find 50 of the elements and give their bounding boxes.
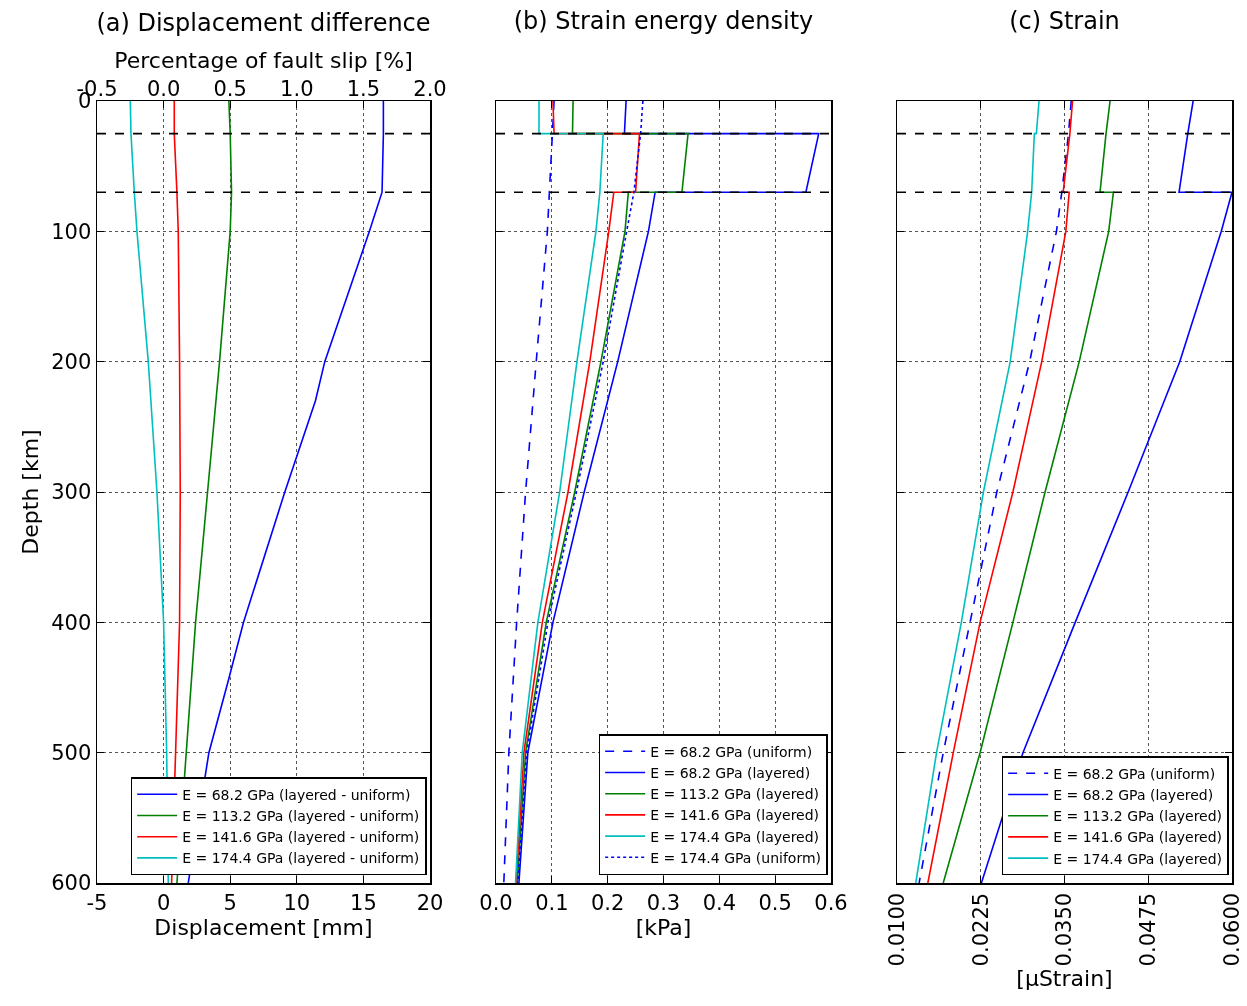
legend-label: E = 174.4 GPa (layered) (650, 828, 820, 845)
legend-label: E = 68.2 GPa (layered) (1053, 786, 1214, 803)
x-tick-label: 10 (283, 890, 311, 915)
x2-tick-label: 2.0 (413, 76, 447, 101)
legend-label: E = 68.2 GPa (uniform) (650, 743, 813, 760)
legend-label: E = 174.4 GPa (layered) (1053, 850, 1223, 867)
x-tick-label: 20 (416, 890, 444, 915)
x2-tick-label: 1.0 (280, 76, 314, 101)
legend-label: E = 141.6 GPa (layered) (650, 807, 820, 824)
x2-tick-label: 1.5 (346, 76, 381, 101)
legend-label: E = 68.2 GPa (layered - uniform) (182, 786, 411, 803)
x2-tick-label: 0.0 (146, 76, 181, 101)
x-axis-title: Displacement [mm] (154, 914, 373, 940)
legend-label: E = 174.4 GPa (layered - uniform) (182, 850, 420, 867)
x-axis-title: [μStrain] (1016, 966, 1113, 992)
legend-label: E = 113.2 GPa (layered - uniform) (182, 807, 420, 824)
x-tick-label: 0.2 (590, 890, 625, 915)
x-tick-label: 5 (223, 890, 237, 915)
y-axis-title: Depth [km] (18, 429, 44, 555)
x-tick-label: 0 (156, 890, 171, 915)
legend-label: E = 113.2 GPa (layered) (1053, 808, 1223, 825)
x-tick-label: 0.0100 (884, 892, 909, 967)
legend-label: E = 113.2 GPa (layered) (650, 786, 820, 803)
legend-label: E = 141.6 GPa (layered) (1053, 829, 1223, 846)
chart-title: (c) Strain (1009, 6, 1120, 35)
x-tick-label: 0.4 (702, 890, 737, 915)
x-tick-label: 0.0225 (968, 892, 993, 967)
x-tick-label: 0.1 (535, 890, 569, 915)
x-tick-label: 0.5 (758, 890, 792, 915)
x-tick-label: 0.0 (479, 890, 513, 915)
y-tick-label: 300 (51, 480, 92, 505)
legend-label: E = 174.4 GPa (uniform) (650, 849, 822, 866)
chart-title: (a) Displacement difference (96, 8, 431, 37)
x-tick-label: 0.0475 (1136, 892, 1161, 967)
x-tick-label: 0.0350 (1052, 892, 1077, 967)
x-axis-title: [kPa] (635, 914, 692, 940)
x2-axis-title: Percentage of fault slip [%] (114, 47, 413, 73)
legend-label: E = 68.2 GPa (uniform) (1053, 765, 1216, 782)
x-tick-label: 15 (350, 890, 377, 915)
y-tick-label: 100 (51, 219, 92, 244)
y-tick-label: 500 (51, 741, 92, 766)
x2-tick-label: 0.5 (213, 76, 247, 101)
x-tick-label: 0.0600 (1219, 892, 1244, 967)
y-tick-label: 200 (51, 350, 92, 375)
x-tick-label: 0.6 (814, 890, 848, 915)
legend-label: E = 141.6 GPa (layered - uniform) (182, 829, 420, 846)
legend-label: E = 68.2 GPa (layered) (650, 764, 811, 781)
chart-title: (b) Strain energy density (513, 6, 814, 35)
x-tick-label: 0.3 (646, 890, 681, 915)
y-tick-label: 400 (51, 610, 92, 635)
